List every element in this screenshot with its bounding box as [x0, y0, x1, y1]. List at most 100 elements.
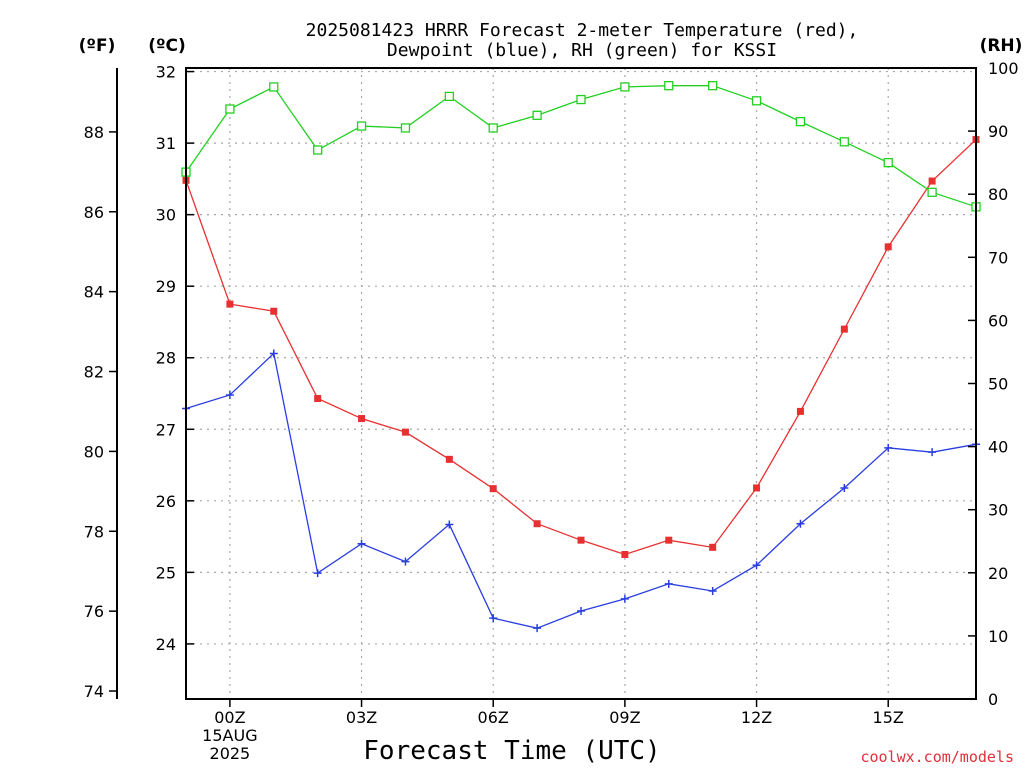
rh-marker: [444, 91, 454, 102]
dewpoint-marker: [664, 579, 673, 588]
rh-tick-label: 30: [988, 501, 1008, 520]
rh-tick-label: 80: [988, 185, 1008, 204]
rh-marker: [883, 157, 893, 168]
dewpoint-marker: [928, 448, 937, 457]
rh-tick-label: 90: [988, 122, 1008, 141]
rh-unit-label: (RH): [980, 36, 1023, 56]
fahrenheit-tick-label: 76: [84, 602, 104, 621]
celsius-unit-label: (ºC): [148, 36, 186, 56]
dewpoint-marker: [313, 569, 322, 578]
celsius-tick-label: 28: [156, 349, 176, 368]
dewpoint-marker: [357, 539, 366, 548]
x-tick-label: 00Z: [214, 708, 245, 727]
dewpoint-marker: [445, 520, 454, 529]
temperature-marker: [226, 300, 234, 308]
plot-gridlines: [186, 68, 976, 699]
dewpoint-marker: [796, 519, 805, 528]
x-tick-label: 15Z: [873, 708, 904, 727]
fahrenheit-tick-label: 88: [84, 123, 104, 142]
temperature-marker: [533, 520, 541, 528]
rh-marker: [708, 81, 718, 91]
rh-marker: [576, 94, 586, 105]
fahrenheit-tick-label: 78: [84, 522, 104, 541]
dewpoint-marker: [489, 614, 498, 623]
temperature-marker: [709, 543, 717, 551]
fahrenheit-tick-label: 74: [84, 682, 104, 701]
celsius-tick-label: 27: [156, 420, 176, 439]
temperature-marker: [577, 536, 585, 544]
chart-title-line-2: Dewpoint (blue), RH (green) for KSSI: [387, 40, 777, 61]
dewpoint-marker: [752, 561, 761, 570]
rh-marker: [532, 110, 542, 120]
rh-marker: [839, 137, 849, 147]
source-credit: coolwx.com/models: [860, 748, 1014, 766]
temperature-marker: [401, 428, 409, 436]
temperature-marker: [489, 485, 497, 493]
rh-tick-label: 60: [988, 311, 1008, 330]
plot-frame: [185, 67, 977, 700]
rh-tick-label: 20: [988, 564, 1008, 583]
plot-series: [181, 81, 981, 633]
temperature-marker: [884, 243, 892, 251]
dewpoint-marker: [708, 586, 717, 595]
x-tick-label: 12Z: [741, 708, 772, 727]
temperature-marker: [621, 550, 629, 558]
rh-tick-label: 70: [988, 248, 1008, 267]
x-tick-label: 03Z: [346, 708, 377, 727]
x-axis-title: Forecast Time (UTC): [363, 736, 660, 766]
temperature-marker: [270, 307, 278, 315]
chart-title-line-1: 2025081423 HRRR Forecast 2-meter Tempera…: [306, 20, 859, 41]
temperature-marker: [358, 415, 366, 423]
temperature-marker: [840, 325, 848, 333]
rh-marker: [927, 187, 937, 197]
celsius-tick-label: 29: [156, 277, 176, 296]
rh-tick-label: 100: [988, 59, 1019, 78]
celsius-tick-label: 24: [156, 635, 176, 654]
temperature-marker: [928, 177, 936, 185]
rh-tick-label: 50: [988, 375, 1008, 394]
dewpoint-marker: [401, 557, 410, 566]
rh-marker: [751, 96, 762, 106]
fahrenheit-tick-label: 84: [84, 283, 104, 302]
rh-tick-label: 40: [988, 438, 1008, 457]
temperature-marker: [796, 407, 804, 415]
temperature-marker: [314, 395, 322, 403]
rh-marker: [225, 104, 235, 114]
rh-marker: [795, 116, 806, 127]
temperature-line: [185, 139, 977, 556]
rh-marker: [400, 123, 411, 133]
celsius-tick-label: 32: [156, 63, 176, 82]
temperature-marker: [665, 536, 673, 544]
dewpoint-marker: [884, 443, 893, 452]
rh-marker: [664, 81, 674, 91]
celsius-tick-label: 25: [156, 563, 176, 582]
dewpoint-marker: [577, 607, 585, 616]
celsius-tick-label: 31: [156, 134, 176, 153]
celsius-tick-label: 30: [156, 206, 176, 225]
fahrenheit-tick-label: 86: [84, 203, 104, 222]
x-tick-label: 06Z: [478, 708, 509, 727]
dewpoint-marker: [225, 390, 234, 399]
celsius-tick-label: 26: [156, 492, 176, 511]
rh-marker: [269, 82, 279, 92]
rh-marker: [488, 123, 498, 133]
rh-tick-label: 10: [988, 627, 1008, 646]
rh-marker: [356, 121, 367, 131]
rh-marker: [620, 82, 630, 92]
x-tick-year: 2025: [210, 744, 251, 763]
fahrenheit-tick-label: 80: [84, 442, 104, 461]
temperature-marker: [445, 455, 453, 463]
dewpoint-marker: [620, 594, 629, 603]
x-tick-date: 15AUG: [202, 726, 257, 745]
dewpoint-marker: [840, 483, 849, 492]
rh-marker: [313, 145, 323, 155]
dewpoint-line: [185, 352, 977, 629]
dewpoint-marker: [533, 624, 542, 633]
rh-tick-label: 0: [988, 690, 998, 709]
fahrenheit-unit-label: (ºF): [79, 36, 116, 56]
dewpoint-marker: [269, 349, 278, 358]
fahrenheit-tick-label: 82: [84, 363, 104, 382]
x-tick-label: 09Z: [609, 708, 640, 727]
